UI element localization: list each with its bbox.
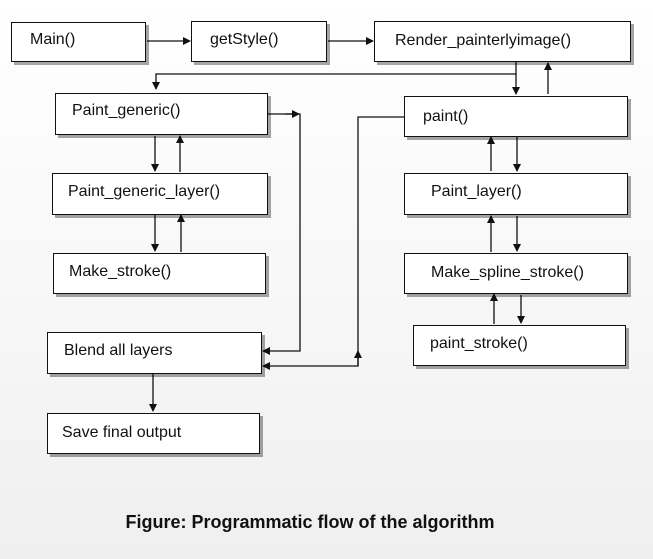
paint-generic-layer-label: Paint_generic_layer() bbox=[68, 183, 221, 200]
arrow-paint-to-left-bus bbox=[262, 116, 404, 370]
blend-label: Blend all layers bbox=[64, 342, 173, 359]
paint-generic-label: Paint_generic() bbox=[72, 102, 181, 119]
figure-caption: Figure: Programmatic flow of the algorit… bbox=[125, 512, 495, 532]
paint-stroke-node: paint_stroke() bbox=[413, 325, 626, 366]
render-label: Render_painterlyimage() bbox=[395, 32, 572, 49]
arrow-paint-generic-to-blend bbox=[262, 113, 301, 355]
getstyle-node: getStyle() bbox=[191, 21, 327, 62]
arrow-render-to-paint-generic bbox=[152, 62, 517, 90]
paint-layer-label: Paint_layer() bbox=[431, 183, 522, 200]
make-spline-stroke-node: Make_spline_stroke() bbox=[404, 253, 628, 294]
make-spline-stroke-label: Make_spline_stroke() bbox=[431, 264, 584, 281]
paint-label: paint() bbox=[423, 108, 469, 125]
make-stroke-label: Make_stroke() bbox=[69, 263, 172, 280]
make-stroke-node: Make_stroke() bbox=[53, 253, 266, 294]
main-node: Main() bbox=[11, 22, 146, 62]
paint-layer-node: Paint_layer() bbox=[404, 173, 628, 215]
paint-generic-layer-node: Paint_generic_layer() bbox=[52, 173, 268, 215]
paint-node: paint() bbox=[404, 96, 628, 137]
save-node: Save final output bbox=[47, 413, 260, 454]
save-label: Save final output bbox=[62, 424, 182, 441]
render-node: Render_painterlyimage() bbox=[374, 21, 631, 62]
paint-stroke-label: paint_stroke() bbox=[430, 335, 528, 352]
paint-generic-node: Paint_generic() bbox=[55, 93, 268, 135]
blend-node: Blend all layers bbox=[47, 332, 262, 374]
main-label: Main() bbox=[30, 31, 76, 48]
getstyle-label: getStyle() bbox=[210, 31, 279, 48]
